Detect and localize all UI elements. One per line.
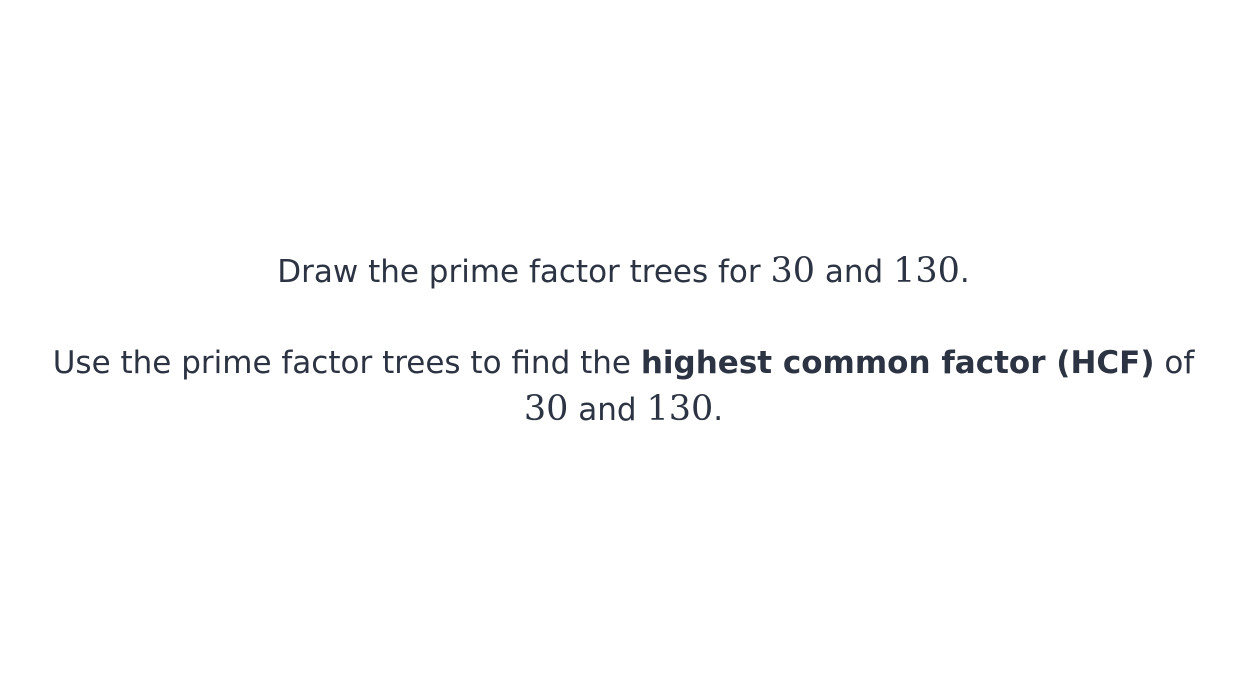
- math-number: 30: [523, 389, 569, 429]
- question-text: Draw the prime factor trees for 30 and 1…: [0, 248, 1247, 433]
- instruction-text: Use the prime factor trees to find the: [52, 345, 641, 381]
- instruction-line-2: Use the prime factor trees to find the h…: [0, 340, 1247, 386]
- instruction-text: and: [568, 392, 647, 428]
- math-number: 130: [646, 389, 714, 429]
- math-number: 30: [770, 251, 816, 291]
- paragraph-gap: [0, 295, 1247, 340]
- instruction-line-1: Draw the prime factor trees for 30 and 1…: [0, 248, 1247, 295]
- bold-term: highest common factor (HCF): [640, 345, 1155, 381]
- instruction-text: .: [713, 392, 724, 428]
- instruction-text: and: [815, 254, 894, 290]
- instruction-line-3: 30 and 130.: [0, 386, 1247, 433]
- math-number: 130: [893, 251, 960, 291]
- instruction-text: Draw the prime factor trees for: [277, 254, 771, 290]
- instruction-text: .: [959, 254, 970, 290]
- instruction-text: of: [1154, 345, 1195, 381]
